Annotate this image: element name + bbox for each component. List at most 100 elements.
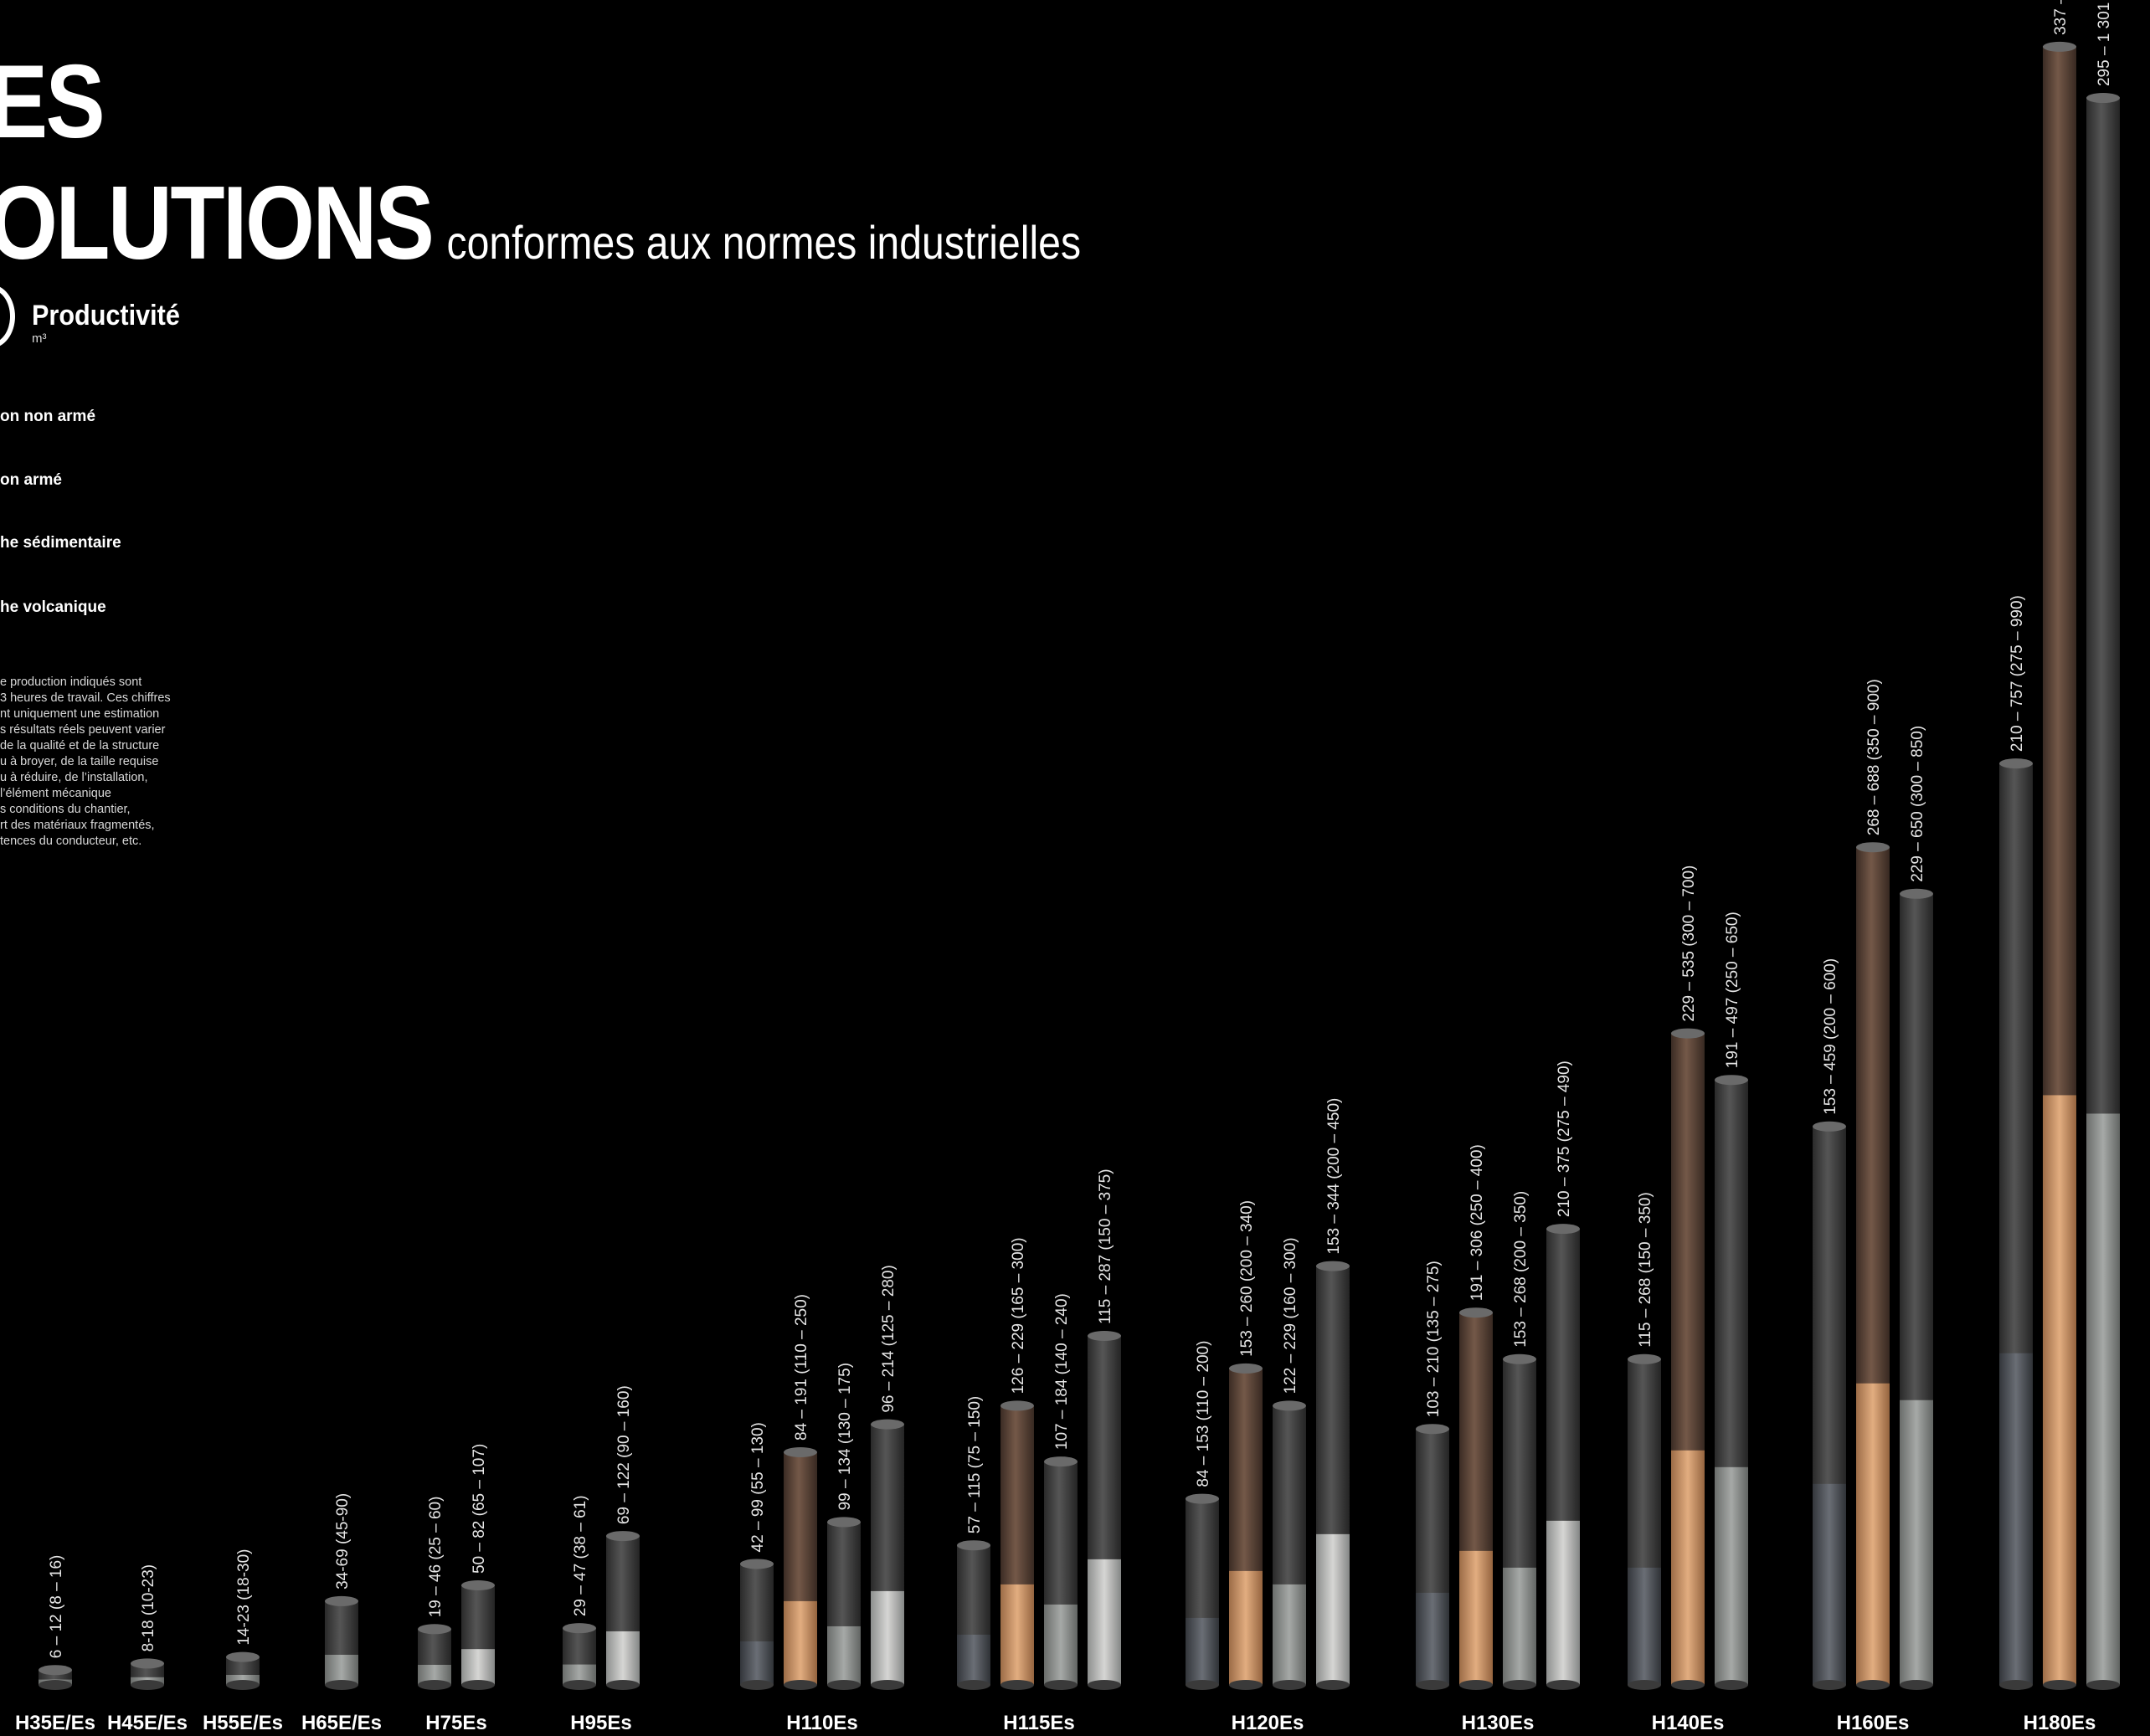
bar-value-segment (1628, 1567, 1661, 1685)
bar-value-segment (1229, 1570, 1263, 1685)
bar-value-label: 6 – 12 (8 – 16) (48, 1555, 65, 1659)
bar-value-label: 191 – 497 (250 – 650) (1724, 912, 1741, 1068)
footnote-line: s résultats réels peuvent varier (0, 723, 166, 737)
bar-cap (418, 1624, 451, 1635)
bar-H35E/Es-1 (39, 1665, 72, 1690)
group-label-H180Es: H180Es (2024, 1712, 2096, 1734)
bar-value-label: 96 – 214 (125 – 280) (880, 1265, 898, 1412)
bar-value-segment (606, 1631, 640, 1685)
bar-value-label: 153 – 344 (200 – 450) (1325, 1098, 1343, 1255)
bar-base (461, 1680, 495, 1690)
bar-base (1900, 1680, 1933, 1690)
bar-cap (1999, 758, 2033, 769)
bar-value-label: 57 – 115 (75 – 150) (966, 1396, 984, 1533)
bar-cap (1628, 1353, 1661, 1364)
group-label-H65E/Es: H65E/Es (301, 1712, 382, 1734)
bar-value-segment (1671, 1450, 1705, 1685)
bar-cap (325, 1595, 358, 1606)
bar-value-label: 337 – 1 345 (440 – 1 760) (2052, 0, 2070, 35)
bar-base (1856, 1680, 1890, 1690)
bar-cap (1088, 1331, 1121, 1341)
bar-value-segment (871, 1590, 904, 1685)
legend-item-sedimentary-rock: he sédimentaire (0, 534, 121, 552)
bar-value-segment (1715, 1466, 1748, 1685)
bar-H130Es-1 (1416, 1424, 1449, 1690)
bar-H110Es-3 (827, 1517, 861, 1690)
footnote-line: nt uniquement une estimation (0, 707, 160, 721)
bar-cap (131, 1658, 164, 1669)
bar-H130Es-3 (1503, 1353, 1536, 1690)
legend-item-concrete-unreinforced: on non armé (0, 408, 96, 425)
bar-H115Es-2 (1000, 1400, 1034, 1690)
bar-H180Es-2 (2043, 41, 2076, 1690)
bar-cap (827, 1517, 861, 1528)
bar-base (131, 1680, 164, 1690)
bar-cap (1503, 1353, 1536, 1364)
bar-value-segment (2043, 1095, 2076, 1685)
bar-value-label: 295 – 1 301 (385 – 1 705) (2096, 0, 2113, 86)
bar-H160Es-2 (1856, 842, 1890, 1690)
bar-base (325, 1680, 358, 1690)
bar-H120Es-2 (1229, 1363, 1263, 1690)
bar-value-label: 84 – 153 (110 – 200) (1195, 1341, 1212, 1487)
productivity-title: Productivité (32, 300, 180, 331)
bar-H115Es-3 (1044, 1456, 1078, 1690)
bar-base (740, 1680, 774, 1690)
bar-cap (871, 1419, 904, 1430)
footnote: e production indiqués sont 3 heures de t… (0, 675, 211, 850)
bar-base (2086, 1680, 2120, 1690)
group-label-H160Es: H160Es (1837, 1712, 1910, 1734)
bar-value-label: 268 – 688 (350 – 900) (1865, 679, 1883, 835)
bar-value-label: 99 – 134 (130 – 175) (836, 1363, 854, 1510)
bar-value-label: 122 – 229 (160 – 300) (1282, 1237, 1299, 1394)
bar-value-segment (1186, 1617, 1219, 1685)
bar-value-segment (740, 1641, 774, 1685)
bar-H95Es-2 (606, 1531, 640, 1690)
bar-base (226, 1680, 260, 1690)
bar-cap (1813, 1121, 1846, 1132)
bar-value-segment (1813, 1483, 1846, 1685)
bar-cap (1044, 1456, 1078, 1467)
bar-value-label: 29 – 47 (38 – 61) (572, 1495, 589, 1616)
bar-cap (1316, 1261, 1350, 1271)
bar-value-segment (784, 1600, 817, 1685)
footnote-line: tences du conducteur, etc. (0, 835, 142, 848)
title-line-2-text: OLUTIONS (0, 166, 435, 281)
group-label-H110Es: H110Es (786, 1712, 857, 1734)
bar-base (1715, 1680, 1748, 1690)
bar-H180Es-3 (2086, 93, 2120, 1690)
bar-H130Es-4 (1546, 1224, 1580, 1690)
bar-cap (1229, 1363, 1263, 1374)
bar-H120Es-4 (1316, 1261, 1350, 1690)
bar-cap (1546, 1224, 1580, 1235)
bar-base (1416, 1680, 1449, 1690)
bar-cap (1459, 1307, 1493, 1318)
legend-item-volcanic-rock: he volcanique (0, 598, 106, 616)
bar-base (418, 1680, 451, 1690)
bar-value-segment (1546, 1520, 1580, 1685)
bar-value-segment (1856, 1383, 1890, 1685)
group-label-H45E/Es: H45E/Es (107, 1712, 188, 1734)
bar-base (1671, 1680, 1705, 1690)
bar-value-segment (1999, 1353, 2033, 1685)
bar-cap (784, 1447, 817, 1457)
bar-base (563, 1680, 596, 1690)
bar-H55E/Es-1 (226, 1651, 260, 1690)
bar-H120Es-1 (1186, 1493, 1219, 1690)
bar-cap (606, 1531, 640, 1542)
footnote-line: s conditions du chantier, (0, 803, 131, 816)
bar-cap (1856, 842, 1890, 853)
bar-base (1503, 1680, 1536, 1690)
bar-value-label: 126 – 229 (165 – 300) (1010, 1237, 1027, 1394)
bar-base (1316, 1680, 1350, 1690)
bar-base (2043, 1680, 2076, 1690)
bar-base (39, 1680, 72, 1690)
footnote-line: l’élément mécanique (0, 787, 111, 800)
bar-value-segment (1459, 1550, 1493, 1685)
productivity-unit: m³ (32, 331, 47, 346)
bar-cap (1900, 888, 1933, 899)
bar-cap (1000, 1400, 1034, 1411)
bar-base (1186, 1680, 1219, 1690)
group-label-H55E/Es: H55E/Es (203, 1712, 283, 1734)
